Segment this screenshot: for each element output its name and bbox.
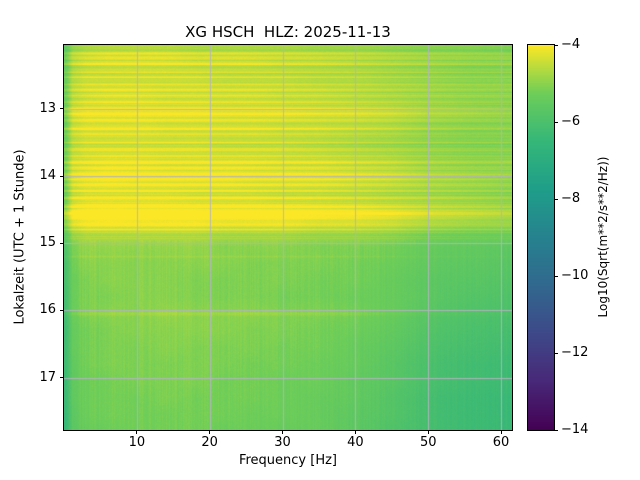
- colorbar-tick: [554, 429, 558, 431]
- x-tick-label: 20: [201, 435, 218, 450]
- y-tick-label: 15: [39, 235, 56, 251]
- x-tick-label: 10: [128, 435, 146, 450]
- colorbar-tick: [554, 198, 558, 200]
- x-tick: [136, 430, 138, 434]
- y-tick-label: 13: [39, 100, 56, 116]
- y-tick-label: 17: [39, 369, 56, 385]
- x-tick: [282, 430, 284, 434]
- chart-title: XG HSCH HLZ: 2025-11-13: [185, 23, 391, 41]
- x-tick: [427, 430, 429, 434]
- y-tick: [60, 309, 64, 311]
- y-tick-label: 16: [39, 302, 56, 318]
- plot-area: [63, 44, 513, 431]
- colorbar-tick: [554, 275, 558, 277]
- y-tick: [60, 242, 64, 244]
- colorbar-tick-label: −12: [561, 345, 589, 360]
- colorbar-tick: [554, 352, 558, 354]
- colorbar-tick-label: −10: [561, 268, 589, 283]
- colorbar-tick: [554, 121, 558, 123]
- x-tick: [500, 430, 502, 434]
- x-tick: [354, 430, 356, 434]
- colorbar-tick-label: −4: [561, 37, 581, 52]
- x-tick-label: 30: [274, 435, 291, 450]
- y-tick: [60, 377, 64, 379]
- x-axis-label: Frequency [Hz]: [238, 453, 338, 468]
- x-tick-label: 40: [347, 435, 364, 450]
- colorbar-gradient: [528, 45, 554, 430]
- colorbar: [527, 44, 555, 431]
- x-tick: [209, 430, 211, 434]
- x-tick-label: 50: [419, 435, 437, 450]
- colorbar-tick: [554, 44, 558, 46]
- y-tick: [60, 175, 64, 177]
- x-tick-label: 60: [492, 435, 510, 450]
- colorbar-tick-label: −6: [561, 114, 581, 129]
- y-axis-label: Lokalzeit (UTC + 1 Stunde): [12, 149, 28, 325]
- y-tick: [60, 108, 64, 110]
- spectrogram-heatmap: [64, 45, 512, 430]
- y-tick-label: 14: [39, 168, 56, 184]
- colorbar-tick-label: −14: [561, 422, 589, 437]
- colorbar-tick-label: −8: [561, 191, 581, 206]
- colorbar-label: Log10(Sqrt(m**2/s**2/Hz)): [596, 156, 610, 318]
